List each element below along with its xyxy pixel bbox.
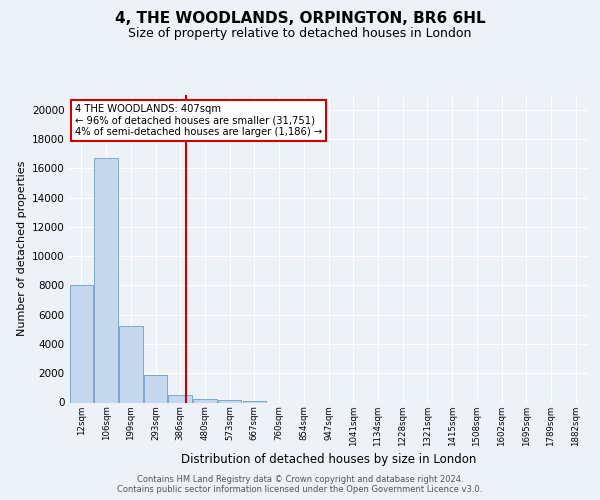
Bar xyxy=(94,158,118,402)
Text: 4 THE WOODLANDS: 407sqm
← 96% of detached houses are smaller (31,751)
4% of semi: 4 THE WOODLANDS: 407sqm ← 96% of detache… xyxy=(75,104,322,138)
X-axis label: Distribution of detached houses by size in London: Distribution of detached houses by size … xyxy=(181,452,476,466)
Text: Contains HM Land Registry data © Crown copyright and database right 2024.
Contai: Contains HM Land Registry data © Crown c… xyxy=(118,474,482,494)
Bar xyxy=(242,400,266,402)
Text: Size of property relative to detached houses in London: Size of property relative to detached ho… xyxy=(128,28,472,40)
Bar xyxy=(70,286,93,403)
Bar xyxy=(144,374,167,402)
Bar xyxy=(119,326,143,402)
Y-axis label: Number of detached properties: Number of detached properties xyxy=(17,161,26,336)
Bar xyxy=(169,395,192,402)
Text: 4, THE WOODLANDS, ORPINGTON, BR6 6HL: 4, THE WOODLANDS, ORPINGTON, BR6 6HL xyxy=(115,11,485,26)
Bar xyxy=(218,400,241,402)
Bar xyxy=(193,399,217,402)
